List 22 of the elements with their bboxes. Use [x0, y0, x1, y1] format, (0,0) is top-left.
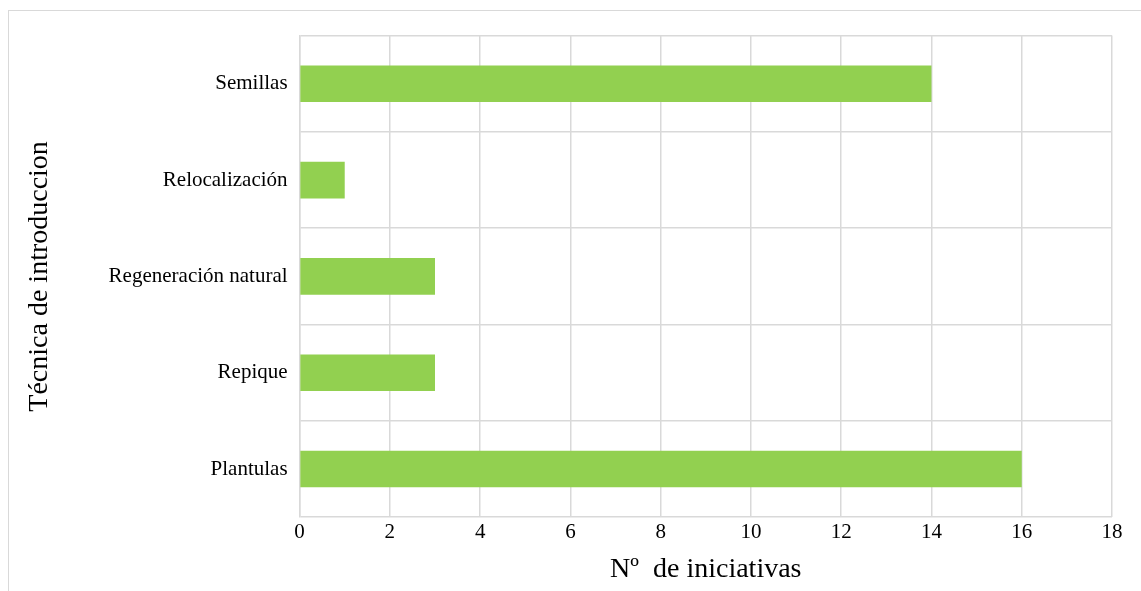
bar — [300, 161, 345, 199]
x-tick-label: 8 — [655, 519, 666, 544]
x-tick-label: 14 — [920, 519, 943, 544]
x-tick-label: 4 — [474, 519, 486, 544]
y-tick-label: Repique — [217, 359, 288, 384]
x-axis-title: Nº de iniciativas — [610, 551, 802, 583]
x-tick-label: 2 — [384, 519, 396, 544]
y-tick-label: Semillas — [215, 70, 288, 95]
x-tick-label: 18 — [1101, 519, 1123, 544]
bar — [300, 354, 435, 392]
x-tick-label: 10 — [740, 519, 762, 544]
x-tick-label: 16 — [1011, 519, 1033, 544]
bar — [300, 258, 435, 295]
x-tick-label: 12 — [830, 519, 852, 544]
bar — [300, 450, 1022, 488]
y-tick-label: Regeneración natural — [108, 262, 288, 287]
bar — [300, 65, 932, 103]
x-tick-label: 0 — [294, 519, 305, 544]
y-tick-label: Plantulas — [210, 455, 288, 480]
x-tick-label: 6 — [565, 519, 576, 544]
y-axis-title: Técnica de introduccion — [22, 141, 54, 412]
y-tick-label: Relocalización — [162, 166, 289, 191]
